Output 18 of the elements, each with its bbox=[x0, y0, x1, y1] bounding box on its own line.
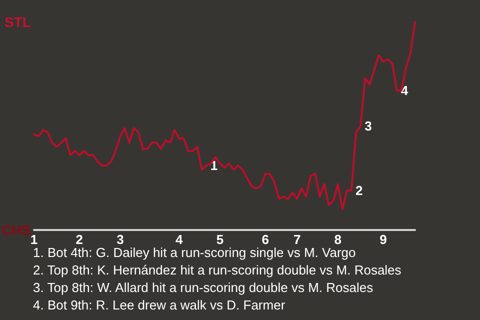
x-tick-label: 5 bbox=[216, 232, 224, 247]
x-tick-label: 3 bbox=[116, 232, 124, 247]
x-tick-label: 8 bbox=[334, 232, 342, 247]
x-tick-label: 1 bbox=[30, 232, 38, 247]
x-tick-label: 7 bbox=[293, 232, 301, 247]
x-tick-label: 4 bbox=[176, 232, 184, 247]
text: 1. Bot 4th: G. Dailey hit a run-scoring single vs M. Vargo bbox=[33, 245, 356, 260]
text: 2. Top 8th: K. Hernández hit a run-scoring double vs M. Rosales bbox=[33, 262, 402, 278]
text: 4. Bot 9th: R. Lee drew a walk vs D. Farmer bbox=[33, 298, 286, 312]
x-tick-label: 6 bbox=[262, 232, 269, 247]
x-tick-label: 9 bbox=[380, 232, 387, 247]
text: CHS bbox=[1, 222, 31, 238]
text: 3. Top 8th: W. Allard hit a run-scoring double vs M. Rosales bbox=[33, 280, 374, 295]
annotation: 2 bbox=[356, 182, 363, 198]
text: STL bbox=[4, 14, 32, 30]
annotation: 3 bbox=[364, 118, 372, 134]
annotation: 4 bbox=[400, 83, 409, 98]
x-tick-label: 2 bbox=[76, 232, 83, 247]
